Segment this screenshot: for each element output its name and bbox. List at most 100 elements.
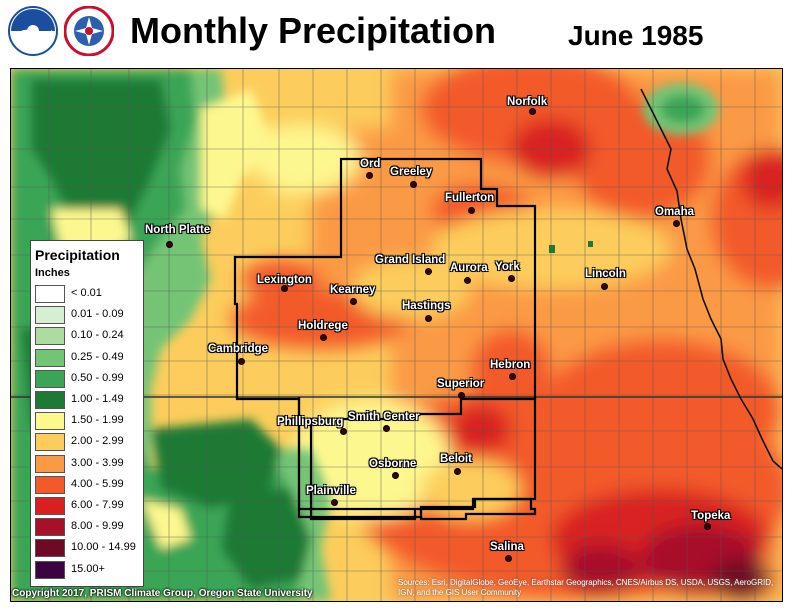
legend-swatch — [35, 539, 65, 558]
legend-item: 1.00 - 1.49 — [35, 391, 141, 410]
legend-label: 10.00 - 14.99 — [71, 541, 136, 554]
city-dot — [529, 108, 536, 115]
city-label-lexington: Lexington — [257, 274, 312, 286]
city-label-cambridge: Cambridge — [208, 343, 269, 355]
city-dot — [410, 181, 417, 188]
city-label-smith-center: Smith Center — [348, 411, 420, 423]
cwa-outline-kansas — [297, 397, 537, 519]
legend-label: 0.01 - 0.09 — [71, 308, 124, 321]
legend-swatch — [35, 348, 65, 367]
legend-swatch — [35, 285, 65, 303]
legend-item: 10.00 - 14.99 — [35, 539, 141, 558]
legend-label: 1.00 - 1.49 — [71, 393, 124, 405]
city-dot — [383, 425, 390, 432]
legend-swatch — [35, 306, 65, 325]
legend-item: 0.01 - 0.09 — [35, 306, 141, 325]
city-dot — [392, 472, 399, 479]
copyright-text: Copyright 2017, PRISM Climate Group, Ore… — [12, 588, 313, 599]
noaa-logo-icon — [8, 6, 58, 56]
legend-item: 15.00+ — [35, 560, 141, 580]
legend-label: 0.10 - 0.24 — [71, 329, 124, 342]
legend-units: Inches — [35, 267, 70, 279]
nws-logo-icon — [64, 6, 114, 56]
legend-label: 0.25 - 0.49 — [71, 350, 124, 363]
city-label-north-platte: North Platte — [145, 224, 211, 236]
city-dot — [366, 172, 373, 179]
city-label-ord: Ord — [360, 158, 381, 170]
legend-item: 2.00 - 2.99 — [35, 433, 141, 452]
city-dot — [505, 555, 512, 562]
city-label-norfolk: Norfolk — [507, 96, 548, 108]
city-dot — [425, 268, 432, 275]
legend-swatch — [35, 560, 65, 579]
city-label-aurora: Aurora — [450, 262, 488, 274]
legend-item: 0.25 - 0.49 — [35, 348, 141, 368]
city-dot — [601, 283, 608, 290]
city-label-phillipsburg: Phillipsburg — [277, 416, 344, 428]
city-label-greeley: Greeley — [390, 166, 433, 178]
legend-item: 1.50 - 1.99 — [35, 412, 141, 431]
map-sources-text: Sources: Esri, DigitalGlobe, GeoEye, Ear… — [398, 578, 774, 597]
legend-swatch — [35, 518, 65, 537]
city-dot — [350, 298, 357, 305]
map-speck — [549, 245, 555, 253]
city-label-fullerton: Fullerton — [445, 192, 495, 204]
legend-item: 8.00 - 9.99 — [35, 518, 141, 537]
city-label-grand-island: Grand Island — [375, 254, 446, 266]
city-label-topeka: Topeka — [691, 510, 731, 522]
city-label-plainville: Plainville — [306, 485, 356, 497]
map-date: June 1985 — [568, 20, 704, 51]
city-dot — [508, 275, 515, 282]
legend-label: 15.00+ — [71, 562, 105, 575]
city-label-superior: Superior — [437, 378, 485, 390]
legend-swatch — [35, 327, 65, 346]
city-label-lincoln: Lincoln — [585, 268, 626, 280]
legend-label: 2.00 - 2.99 — [71, 435, 124, 448]
city-dot — [425, 315, 432, 322]
city-dot — [340, 428, 347, 435]
city-dot — [238, 358, 245, 365]
city-label-kearney: Kearney — [330, 284, 376, 296]
city-dot — [458, 392, 465, 399]
city-dot — [331, 499, 338, 506]
legend-item: 0.10 - 0.24 — [35, 327, 141, 346]
missouri-river — [640, 88, 782, 470]
city-label-omaha: Omaha — [655, 206, 694, 218]
city-label-beloit: Beloit — [440, 453, 472, 465]
legend-title: Precipitation — [35, 247, 120, 263]
city-label-osborne: Osborne — [369, 458, 417, 470]
legend-item: < 0.01 — [35, 285, 141, 304]
city-dot — [509, 373, 516, 380]
city-dot — [320, 334, 327, 341]
legend-item: 4.00 - 5.99 — [35, 475, 141, 495]
city-label-hastings: Hastings — [402, 300, 451, 312]
legend-swatch — [35, 369, 65, 388]
city-label-salina: Salina — [490, 541, 524, 553]
legend-swatch — [35, 391, 65, 409]
legend-swatch — [35, 412, 65, 431]
city-label-york: York — [495, 261, 520, 273]
legend-label: 1.50 - 1.99 — [71, 414, 124, 427]
legend-swatch — [35, 475, 65, 494]
legend-label: 6.00 - 7.99 — [71, 499, 124, 511]
legend-item: 3.00 - 3.99 — [35, 454, 141, 474]
legend-item: 0.50 - 0.99 — [35, 369, 141, 389]
legend-label: < 0.01 — [71, 287, 102, 299]
map-header: Monthly Precipitation June 1985 — [0, 0, 792, 66]
city-dot — [281, 285, 288, 292]
legend-swatch — [35, 433, 65, 452]
legend-label: 0.50 - 0.99 — [71, 371, 124, 384]
legend-swatch — [35, 497, 65, 515]
city-label-hebron: Hebron — [490, 359, 531, 371]
city-dot — [673, 220, 680, 227]
city-dot — [468, 207, 475, 214]
legend-label: 4.00 - 5.99 — [71, 477, 124, 490]
map-legend: Precipitation Inches < 0.01 0.01 - 0.09 0.… — [30, 240, 144, 587]
map-speck — [588, 241, 593, 247]
legend-swatch — [35, 454, 65, 473]
legend-item: 6.00 - 7.99 — [35, 497, 141, 516]
map-title: Monthly Precipitation — [130, 10, 497, 51]
city-label-holdrege: Holdrege — [298, 320, 348, 332]
city-dot — [454, 468, 461, 475]
city-dot — [166, 241, 173, 248]
